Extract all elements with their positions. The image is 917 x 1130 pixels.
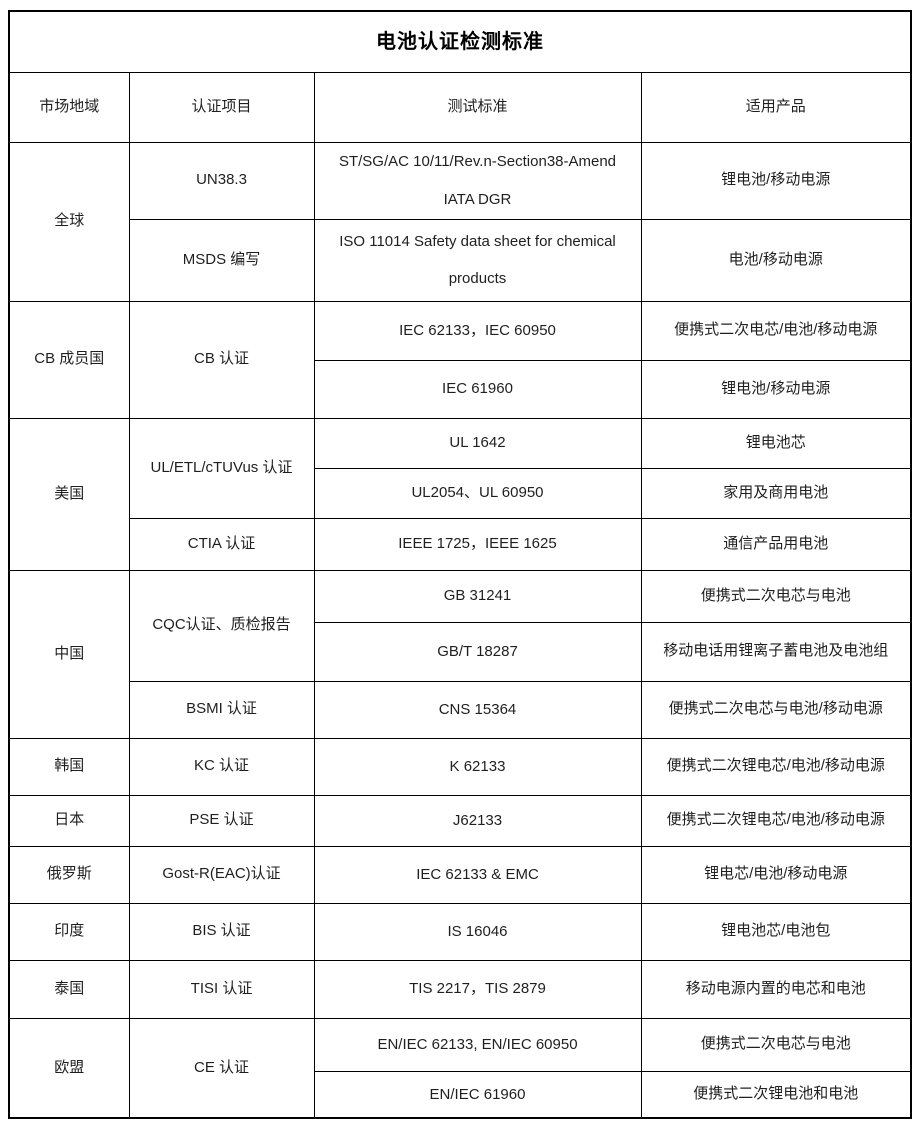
product-cell: 便携式二次锂电池和电池 [640, 1070, 912, 1119]
standard-cell: IS 16046 [313, 902, 642, 961]
header-row: 市场地域 认证项目 测试标准 适用产品 [8, 71, 912, 143]
table-row: MSDS 编写 ISO 11014 Safety data sheet for … [9, 218, 912, 302]
cert-cell: CTIA 认证 [128, 517, 315, 571]
col-header-product: 适用产品 [640, 71, 912, 143]
cert-cell: CE 认证 [128, 1017, 315, 1119]
col-header-standard: 测试标准 [313, 71, 642, 143]
table-title: 电池认证检测标准 [8, 10, 912, 73]
product-cell: 通信产品用电池 [640, 517, 912, 571]
table-row: 俄罗斯 Gost-R(EAC)认证 IEC 62133 & EMC 锂电芯/电池… [8, 845, 912, 904]
standard-cell: IEEE 1725，IEEE 1625 [313, 517, 642, 571]
battery-certification-table: 电池认证检测标准 市场地域 认证项目 测试标准 适用产品 全球 UN38.3 S… [8, 10, 912, 1119]
product-cell: 电池/移动电源 [640, 218, 912, 302]
cert-cell: KC 认证 [128, 737, 315, 796]
table-row: GB/T 18287 移动电话用锂离子蓄电池及电池组 [9, 621, 912, 682]
cert-cell: BSMI 认证 [128, 680, 315, 739]
region-cell: 俄罗斯 [8, 845, 130, 904]
cert-cell: CQC认证、质检报告 [128, 569, 315, 682]
standard-cell: EN/IEC 62133, EN/IEC 60950 [313, 1017, 642, 1072]
col-header-cert: 认证项目 [128, 71, 315, 143]
product-cell: 锂电芯/电池/移动电源 [640, 845, 912, 904]
standard-cell: IEC 62133 & EMC [313, 845, 642, 904]
cert-cell: UL/ETL/cTUVus 认证 [128, 417, 315, 519]
product-cell: 便携式二次电芯/电池/移动电源 [640, 300, 912, 361]
table-row: 印度 BIS 认证 IS 16046 锂电池芯/电池包 [8, 902, 912, 961]
standard-cell: IEC 61960 [313, 359, 642, 419]
standard-cell: IEC 62133，IEC 60950 [313, 300, 642, 361]
table-row: 美国 UL/ETL/cTUVus 认证 UL 1642 锂电池芯 [8, 417, 912, 571]
table-row: 中国 CQC认证、质检报告 GB 31241 便携式二次电芯与电池 [8, 569, 912, 739]
table-row: BSMI 认证 CNS 15364 便携式二次电芯与电池/移动电源 [9, 680, 912, 739]
region-cell: CB 成员国 [8, 300, 130, 419]
cert-cell: MSDS 编写 [128, 218, 315, 302]
region-cell: 印度 [8, 902, 130, 961]
title-row: 电池认证检测标准 [8, 10, 912, 73]
product-cell: 便携式二次电芯与电池 [640, 1017, 912, 1072]
table-row: 韩国 KC 认证 K 62133 便携式二次锂电芯/电池/移动电源 [8, 737, 912, 796]
table-row: 日本 PSE 认证 J62133 便携式二次锂电芯/电池/移动电源 [8, 794, 912, 847]
table-row: UL2054、UL 60950 家用及商用电池 [9, 467, 912, 519]
standard-cell: J62133 [313, 794, 642, 847]
product-cell: 便携式二次电芯与电池 [640, 569, 912, 623]
table-row: CB 成员国 CB 认证 IEC 62133，IEC 60950 便携式二次电芯… [8, 300, 912, 419]
table-row: 泰国 TISI 认证 TIS 2217，TIS 2879 移动电源内置的电芯和电… [8, 959, 912, 1019]
product-cell: 锂电池/移动电源 [640, 359, 912, 419]
product-cell: 移动电话用锂离子蓄电池及电池组 [640, 621, 912, 682]
product-cell: 移动电源内置的电芯和电池 [640, 959, 912, 1019]
product-cell: 便携式二次锂电芯/电池/移动电源 [640, 737, 912, 796]
table-row: CTIA 认证 IEEE 1725，IEEE 1625 通信产品用电池 [9, 517, 912, 571]
standard-cell: UL2054、UL 60950 [313, 467, 642, 519]
product-cell: 便携式二次电芯与电池/移动电源 [640, 680, 912, 739]
region-cell: 泰国 [8, 959, 130, 1019]
product-cell: 锂电池/移动电源 [640, 141, 912, 220]
product-cell: 锂电池芯 [640, 417, 912, 469]
table-row: IEC 61960 锂电池/移动电源 [9, 359, 912, 419]
standard-cell: GB/T 18287 [313, 621, 642, 682]
col-header-region: 市场地域 [8, 71, 130, 143]
standard-cell: CNS 15364 [313, 680, 642, 739]
standard-cell: TIS 2217，TIS 2879 [313, 959, 642, 1019]
region-cell: 韩国 [8, 737, 130, 796]
standard-cell: UL 1642 [313, 417, 642, 469]
cert-cell: CB 认证 [128, 300, 315, 419]
table-row: EN/IEC 61960 便携式二次锂电池和电池 [9, 1070, 912, 1119]
product-cell: 锂电池芯/电池包 [640, 902, 912, 961]
cert-cell: BIS 认证 [128, 902, 315, 961]
region-cell: 中国 [8, 569, 130, 739]
standard-cell: EN/IEC 61960 [313, 1070, 642, 1119]
standard-cell: K 62133 [313, 737, 642, 796]
region-cell: 日本 [8, 794, 130, 847]
standard-cell: GB 31241 [313, 569, 642, 623]
table-row: 全球 UN38.3 ST/SG/AC 10/11/Rev.n-Section38… [8, 141, 912, 302]
cert-cell: Gost-R(EAC)认证 [128, 845, 315, 904]
table-row: 欧盟 CE 认证 EN/IEC 62133, EN/IEC 60950 便携式二… [8, 1017, 912, 1119]
cert-cell: UN38.3 [128, 141, 315, 220]
region-cell: 欧盟 [8, 1017, 130, 1119]
cert-cell: PSE 认证 [128, 794, 315, 847]
region-cell: 美国 [8, 417, 130, 571]
region-cell: 全球 [8, 141, 130, 302]
product-cell: 家用及商用电池 [640, 467, 912, 519]
product-cell: 便携式二次锂电芯/电池/移动电源 [640, 794, 912, 847]
standard-cell: ISO 11014 Safety data sheet for chemical… [313, 218, 642, 302]
cert-cell: TISI 认证 [128, 959, 315, 1019]
standard-cell: ST/SG/AC 10/11/Rev.n-Section38-Amend IAT… [313, 141, 642, 220]
